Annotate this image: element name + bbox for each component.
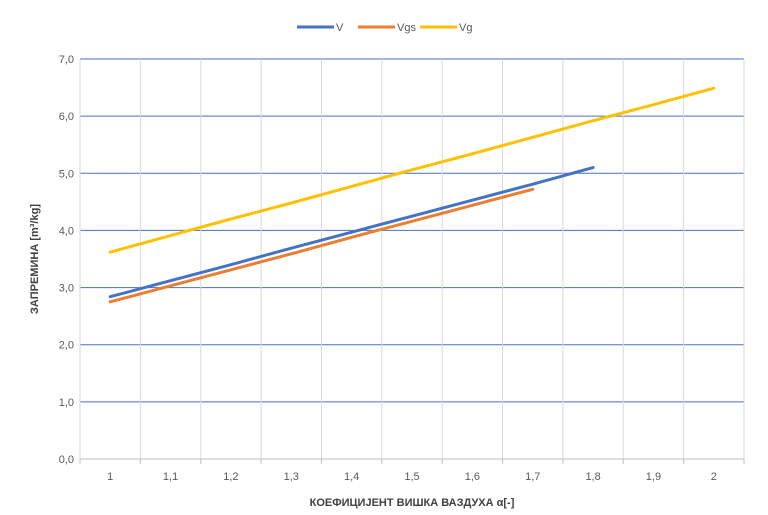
x-tick-label: 2	[711, 471, 717, 483]
x-tick-label: 1,7	[525, 471, 540, 483]
x-tick-label: 1,2	[223, 471, 238, 483]
legend-label-vgs: Vgs	[397, 22, 416, 34]
y-tick-label: 5,0	[59, 168, 74, 180]
y-tick-label: 4,0	[59, 225, 74, 237]
x-tick-label: 1,9	[646, 471, 661, 483]
x-tick-label: 1,8	[585, 471, 600, 483]
x-tick-label: 1,4	[344, 471, 359, 483]
series-lines	[108, 86, 716, 304]
series-line-vg	[108, 86, 716, 254]
x-tick-label: 1,1	[163, 471, 178, 483]
y-tick-label: 1,0	[59, 397, 74, 409]
x-axis-title: КОЕФИЦИЈЕНТ ВИШКА ВАЗДУХА α[-]	[310, 497, 515, 509]
series-line-v	[108, 166, 595, 299]
y-axis-title: ЗАПРЕМИНА [m³/kg]	[29, 204, 41, 314]
y-tick-label: 3,0	[59, 283, 74, 295]
tick-labels: 0,0 1,0 2,0 3,0 4,0 5,0 6,0 7,0 1 1,1 1,2 1,3 1,4 1,5…	[59, 54, 717, 483]
y-tick-label: 0,0	[59, 454, 74, 466]
x-tick-label: 1	[107, 471, 113, 483]
y-tick-label: 7,0	[59, 54, 74, 66]
grid	[79, 58, 745, 464]
x-tick-label: 1,6	[465, 471, 480, 483]
legend-label-vg: Vg	[459, 22, 472, 34]
legend-label-v: V	[336, 22, 344, 34]
legend: V Vgs Vg	[297, 22, 472, 34]
x-tick-label: 1,5	[404, 471, 419, 483]
y-tick-label: 2,0	[59, 340, 74, 352]
y-tick-label: 6,0	[59, 111, 74, 123]
x-tick-label: 1,3	[284, 471, 299, 483]
series-line-vgs	[108, 187, 535, 304]
